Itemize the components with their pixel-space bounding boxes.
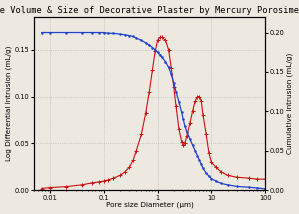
Title: Pore Volume & Size of Decorative Plaster by Mercury Porosimetry: Pore Volume & Size of Decorative Plaster… [0, 6, 299, 15]
Y-axis label: Cumulative Intrusion (mL/g): Cumulative Intrusion (mL/g) [287, 53, 293, 154]
X-axis label: Pore size Diameter (μm): Pore size Diameter (μm) [106, 202, 193, 208]
Y-axis label: Log Differential Intrusion (mL/g): Log Differential Intrusion (mL/g) [6, 46, 12, 161]
